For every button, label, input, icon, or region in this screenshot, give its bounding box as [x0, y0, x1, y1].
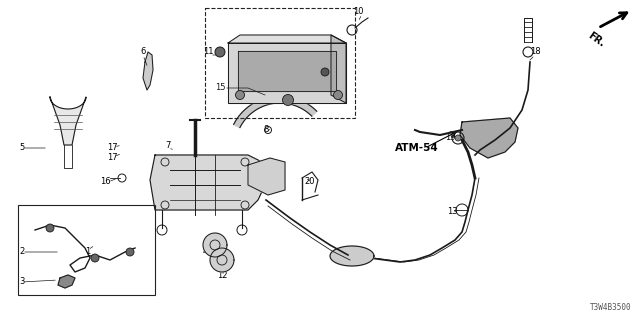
Text: 17: 17 — [107, 142, 117, 151]
Text: 16: 16 — [100, 178, 110, 187]
Text: 20: 20 — [305, 178, 316, 187]
Circle shape — [236, 91, 244, 100]
Text: T3W4B3500: T3W4B3500 — [590, 303, 632, 312]
Polygon shape — [330, 246, 374, 266]
Polygon shape — [203, 233, 227, 257]
Circle shape — [46, 224, 54, 232]
Text: 9: 9 — [341, 253, 347, 262]
Circle shape — [333, 91, 342, 100]
Polygon shape — [150, 155, 265, 210]
Text: 4: 4 — [202, 247, 207, 257]
Text: 8: 8 — [263, 125, 269, 134]
Polygon shape — [331, 35, 346, 103]
Text: 14: 14 — [320, 63, 330, 73]
Polygon shape — [50, 97, 86, 145]
Text: 10: 10 — [353, 7, 364, 17]
Text: 13: 13 — [447, 207, 458, 217]
Text: 6: 6 — [140, 47, 146, 57]
Circle shape — [321, 68, 329, 76]
Polygon shape — [210, 248, 234, 272]
Text: 12: 12 — [217, 270, 227, 279]
Polygon shape — [238, 51, 336, 91]
Text: 1: 1 — [85, 247, 91, 257]
Bar — [18, 205, 155, 295]
Circle shape — [282, 94, 294, 106]
Polygon shape — [228, 43, 346, 103]
Polygon shape — [228, 35, 346, 43]
Text: 19: 19 — [445, 133, 455, 142]
Text: ATM-54: ATM-54 — [395, 143, 439, 153]
Circle shape — [215, 47, 225, 57]
Text: 15: 15 — [215, 84, 225, 92]
Text: 18: 18 — [530, 47, 540, 57]
Circle shape — [91, 254, 99, 262]
Circle shape — [126, 248, 134, 256]
Polygon shape — [460, 118, 518, 158]
Text: 17: 17 — [107, 153, 117, 162]
Text: 11: 11 — [203, 47, 213, 57]
Text: 7: 7 — [165, 140, 171, 149]
Text: 3: 3 — [19, 277, 25, 286]
Text: 5: 5 — [19, 143, 24, 153]
Circle shape — [455, 135, 461, 141]
Text: 2: 2 — [19, 247, 24, 257]
Text: FR.: FR. — [586, 30, 606, 49]
Polygon shape — [58, 275, 75, 288]
Polygon shape — [234, 96, 317, 128]
Bar — [205, 8, 355, 118]
Polygon shape — [143, 52, 153, 90]
Polygon shape — [248, 158, 285, 195]
